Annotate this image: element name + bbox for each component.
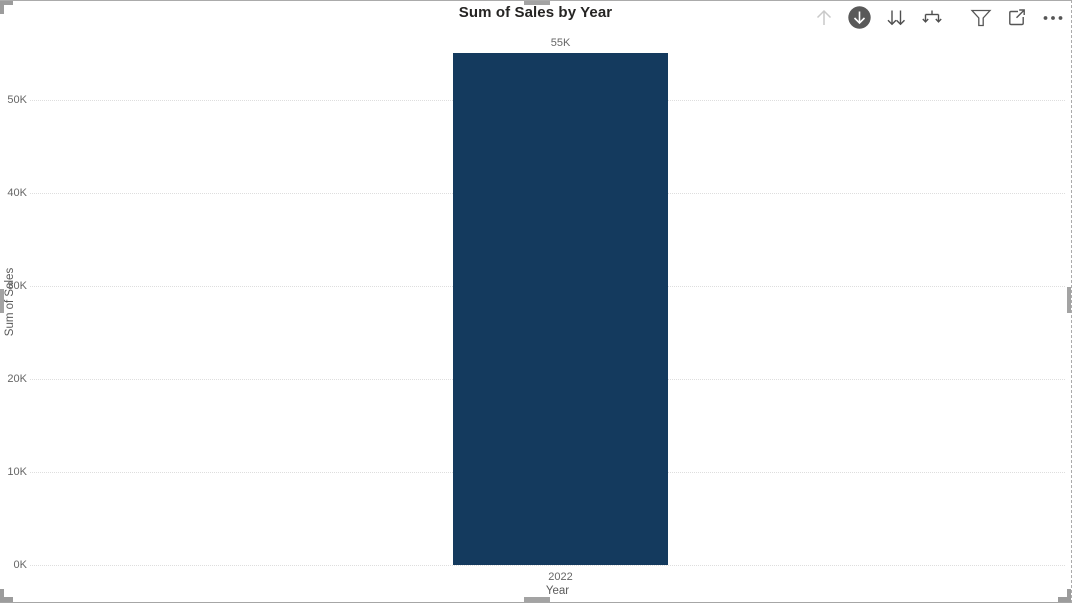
visual-toolbar — [810, 4, 1066, 31]
gridline — [30, 565, 1065, 566]
more-options-button[interactable] — [1039, 4, 1066, 31]
y-tick-label: 30K — [7, 279, 27, 292]
resize-handle-left-center[interactable] — [0, 289, 4, 313]
filter-icon — [970, 9, 991, 26]
resize-handle-top-left[interactable] — [0, 1, 13, 14]
y-tick-label: 50K — [7, 93, 27, 106]
resize-handle-bottom-right[interactable] — [1058, 589, 1071, 602]
filter-button[interactable] — [967, 4, 994, 31]
expand-all-icon — [921, 10, 942, 23]
resize-handle-right-center[interactable] — [1067, 287, 1071, 313]
bar-2022[interactable] — [453, 53, 668, 565]
go-to-next-level-icon — [886, 10, 905, 25]
drill-down-icon — [848, 6, 871, 29]
expand-all-button[interactable] — [918, 4, 945, 31]
y-tick-label: 40K — [7, 186, 27, 199]
y-tick-label: 10K — [7, 465, 27, 478]
focus-mode-icon — [1008, 8, 1025, 25]
x-category-label: 2022 — [548, 571, 573, 583]
chart-title: Sum of Sales by Year — [458, 4, 613, 21]
go-to-next-level-button[interactable] — [882, 4, 909, 31]
drill-down-button[interactable] — [846, 4, 873, 31]
resize-handle-top-center[interactable] — [524, 1, 550, 5]
y-axis-title: Sum of Sales — [4, 267, 16, 337]
bar-data-label: 55K — [550, 37, 571, 49]
x-axis-title: Year — [545, 585, 570, 597]
y-tick-label: 20K — [7, 372, 27, 385]
focus-mode-button[interactable] — [1003, 4, 1030, 31]
resize-handle-bottom-center[interactable] — [524, 597, 550, 602]
drill-up-button[interactable] — [810, 4, 837, 31]
resize-handle-bottom-left[interactable] — [0, 589, 13, 602]
y-tick-label: 0K — [13, 559, 27, 571]
more-options-icon — [1043, 15, 1062, 20]
drill-up-icon — [816, 9, 831, 25]
